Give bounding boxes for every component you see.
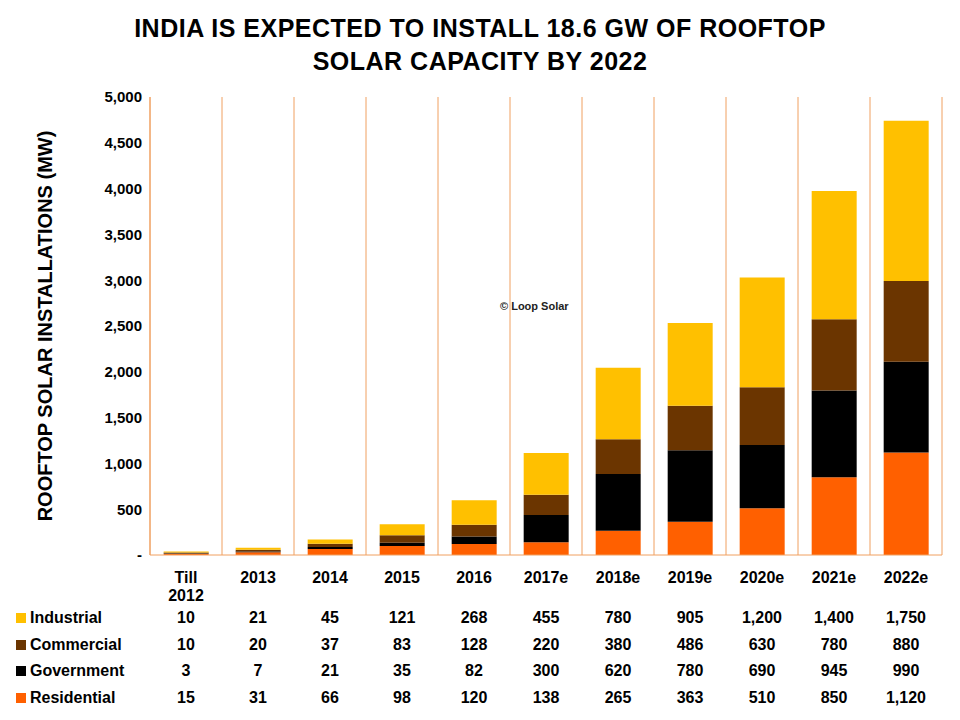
html-text:268: 268 [460,609,488,626]
svg-text:ROOFTOP SOLAR INSTALLATIONS (M: ROOFTOP SOLAR INSTALLATIONS (MW) [34,131,56,522]
html-text:780: 780 [676,662,704,680]
svg-text:2015: 2015 [384,569,420,586]
html-text:620: 620 [604,662,632,680]
html-text:© Loop Solar: © Loop Solar [500,300,569,312]
svg-text:3,500: 3,500 [104,226,142,243]
html-text:380: 380 [604,635,632,653]
svg-text:1,000: 1,000 [104,455,142,472]
html-text:780: 780 [820,635,848,653]
html-text:128: 128 [460,635,488,653]
svg-text:2017e: 2017e [524,569,569,586]
svg-text:2,500: 2,500 [104,317,142,334]
svg-text:2018e: 2018e [596,569,641,586]
html-text:66: 66 [321,689,339,707]
svg-text:2013: 2013 [240,569,276,586]
html-text:37: 37 [321,635,339,653]
html-text:10: 10 [177,609,195,626]
html-text:83: 83 [393,635,411,653]
html-text:Industrial: Industrial [30,609,102,626]
html-text:1,200: 1,200 [742,609,782,626]
svg-text:4,000: 4,000 [104,180,142,197]
svg-text:-: - [137,546,142,563]
html-text:1,400: 1,400 [814,609,854,626]
svg-text:2022e: 2022e [884,569,929,586]
html-text:363: 363 [676,689,704,707]
html-text:98: 98 [393,689,411,707]
html-text:486: 486 [676,635,704,653]
html-text:21: 21 [249,609,267,626]
html-text:1,750: 1,750 [886,609,926,626]
html-text:990: 990 [892,662,920,680]
html-text:10: 10 [177,635,195,653]
html-text:35: 35 [393,662,411,680]
html-text:220: 220 [532,635,560,653]
html-text:Government: Government [30,662,125,680]
html-text:21: 21 [321,662,339,680]
svg-text:3,000: 3,000 [104,272,142,289]
svg-text:1,500: 1,500 [104,409,142,426]
html-text:455: 455 [532,609,560,626]
html-text:120: 120 [460,689,488,707]
svg-text:4,500: 4,500 [104,134,142,151]
svg-text:2016: 2016 [456,569,492,586]
html-text:905: 905 [676,609,704,626]
html-text:630: 630 [748,635,776,653]
html-text:1,120: 1,120 [886,689,926,707]
html-text:510: 510 [748,689,776,707]
html-text:690: 690 [748,662,776,680]
html-text:31: 31 [249,689,267,707]
html-text:300: 300 [532,662,560,680]
html-text:7: 7 [253,662,263,680]
html-text:121: 121 [388,609,416,626]
html-text:Residential: Residential [30,689,116,707]
svg-text:2020e: 2020e [740,569,785,586]
html-text:265: 265 [604,689,632,707]
html-text:20: 20 [249,635,267,653]
svg-text:5,000: 5,000 [104,88,142,105]
html-text:INDIA IS EXPECTED TO INSTALL 1: INDIA IS EXPECTED TO INSTALL 18.6 GW OF … [134,14,826,75]
svg-text:Till2012: Till2012 [168,569,204,604]
html-text:82: 82 [465,662,483,680]
html-text:3: 3 [181,662,191,680]
html-text:945: 945 [820,662,848,680]
html-text:138: 138 [532,689,560,707]
svg-text:2019e: 2019e [668,569,713,586]
html-text:45: 45 [321,609,339,626]
html-text:850: 850 [820,689,848,707]
html-text:15: 15 [177,689,195,707]
svg-text:2014: 2014 [312,569,348,586]
svg-text:2,000: 2,000 [104,363,142,380]
html-text:880: 880 [892,635,920,653]
svg-text:2021e: 2021e [812,569,857,586]
html-text:Commercial: Commercial [30,635,122,653]
svg-text:500: 500 [117,501,142,518]
html-text:780: 780 [604,609,632,626]
